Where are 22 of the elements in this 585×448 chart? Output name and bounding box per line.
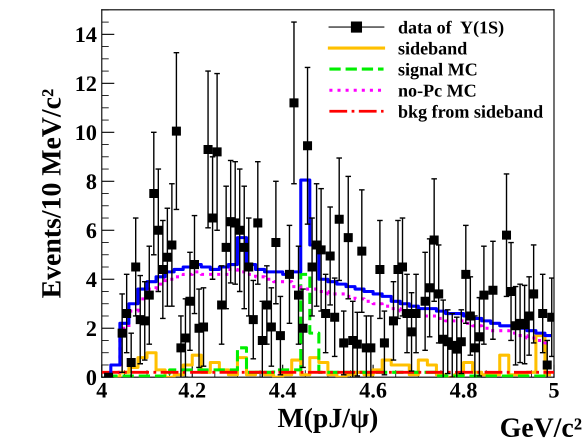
- x-tick-label: 4.6: [360, 382, 386, 398]
- legend-label: sideband: [398, 42, 468, 55]
- y-tick-label: 0: [86, 370, 96, 386]
- y-tick-label: 12: [76, 76, 96, 92]
- x-tick-label: 4.8: [450, 382, 477, 398]
- legend-label: data of Υ(1S): [398, 20, 504, 38]
- text: GeV/c²: [501, 418, 582, 438]
- legend-label: signal MC: [398, 62, 476, 80]
- x-tick-label: 4.2: [178, 382, 206, 398]
- x-tick-label: 4: [96, 382, 107, 398]
- legend-label: bkg from sideband: [398, 104, 543, 122]
- x-axis-title: M(pJ/ψ): [278, 408, 378, 433]
- y-tick-label: 2: [86, 321, 96, 336]
- x-tick-label: 5: [549, 382, 559, 398]
- y-axis-title: Events/10 MeV/c²: [42, 89, 61, 298]
- y-tick-label: 4: [86, 272, 97, 287]
- y-tick-label: 14: [76, 27, 97, 42]
- x-tick-label: 4.4: [269, 382, 296, 398]
- y-tick-label: 8: [86, 174, 96, 190]
- y-tick-label: 6: [86, 223, 96, 238]
- legend-label: no-Pc MC: [398, 84, 476, 97]
- y-tick-label: 10: [76, 125, 96, 140]
